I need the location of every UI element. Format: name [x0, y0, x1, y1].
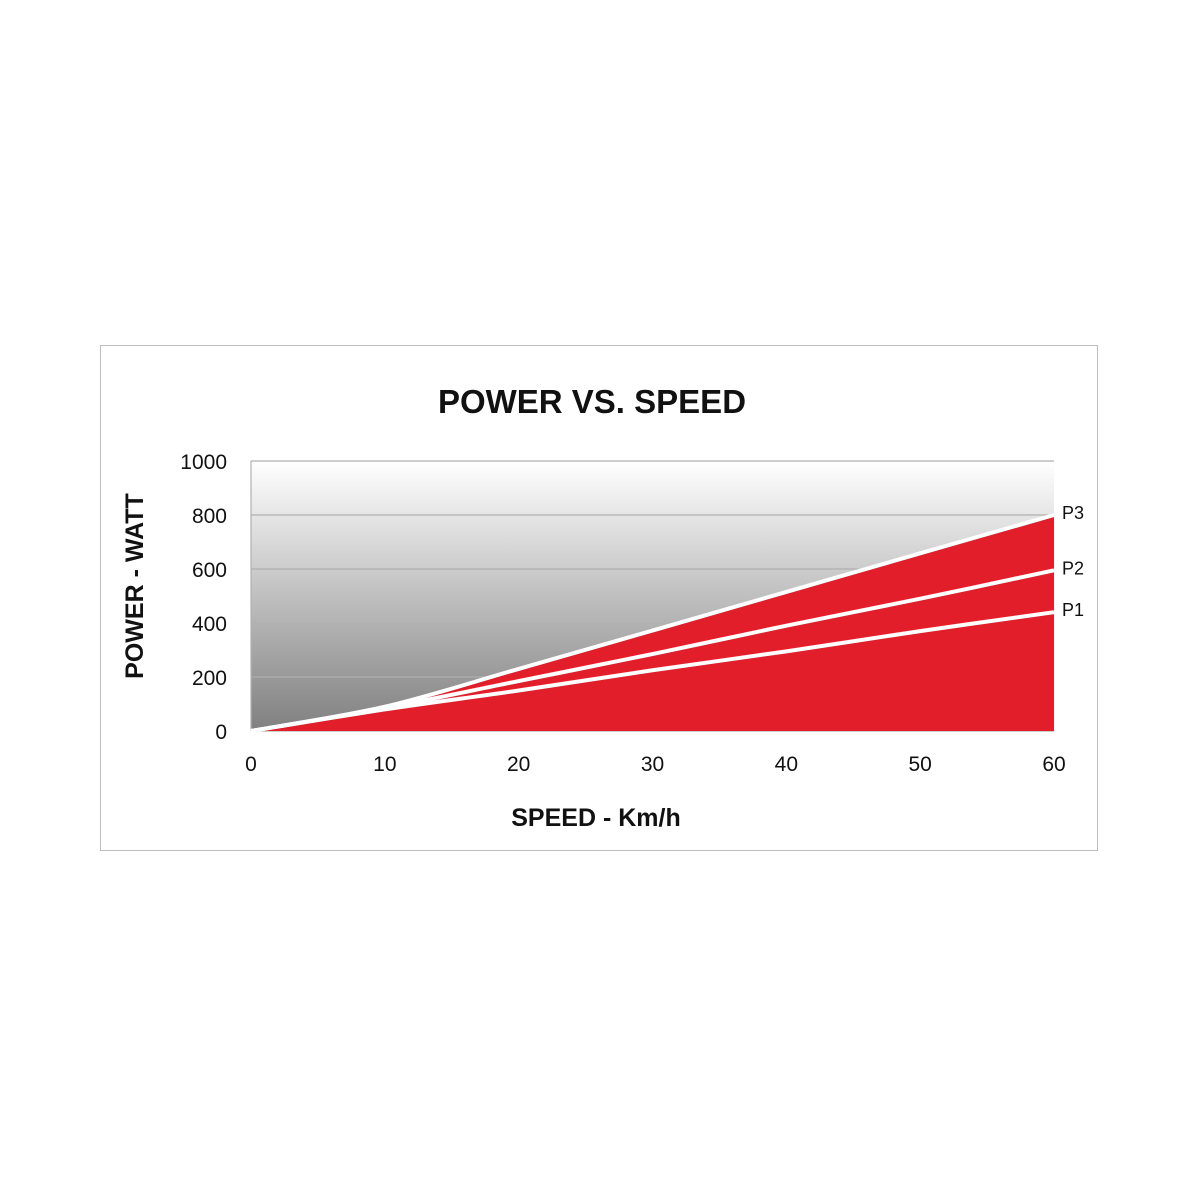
- series-label-p3: P3: [1062, 503, 1084, 523]
- x-tick-label: 30: [641, 753, 664, 776]
- x-tick-label: 20: [507, 753, 530, 776]
- x-tick-label: 0: [245, 753, 257, 776]
- x-tick-label: 50: [908, 753, 931, 776]
- y-tick-label: 400: [192, 613, 227, 636]
- area-fill: [251, 515, 1054, 731]
- y-tick-label: 0: [215, 721, 227, 744]
- y-tick-label: 200: [192, 667, 227, 690]
- x-tick-label: 40: [775, 753, 798, 776]
- series-label-p2: P2: [1062, 558, 1084, 578]
- y-tick-label: 600: [192, 559, 227, 582]
- series-label-p1: P1: [1062, 600, 1084, 620]
- series-line-p3: [250, 513, 1055, 733]
- x-tick-label: 60: [1042, 753, 1065, 776]
- y-tick-label: 1000: [180, 451, 227, 474]
- chart-frame: [100, 345, 1098, 851]
- y-tick-label: 800: [192, 505, 227, 528]
- x-tick-label: 10: [373, 753, 396, 776]
- y-axis-label: POWER - WATT: [121, 493, 149, 679]
- chart-title: POWER VS. SPEED: [438, 383, 746, 420]
- x-axis-label: SPEED - Km/h: [511, 804, 680, 832]
